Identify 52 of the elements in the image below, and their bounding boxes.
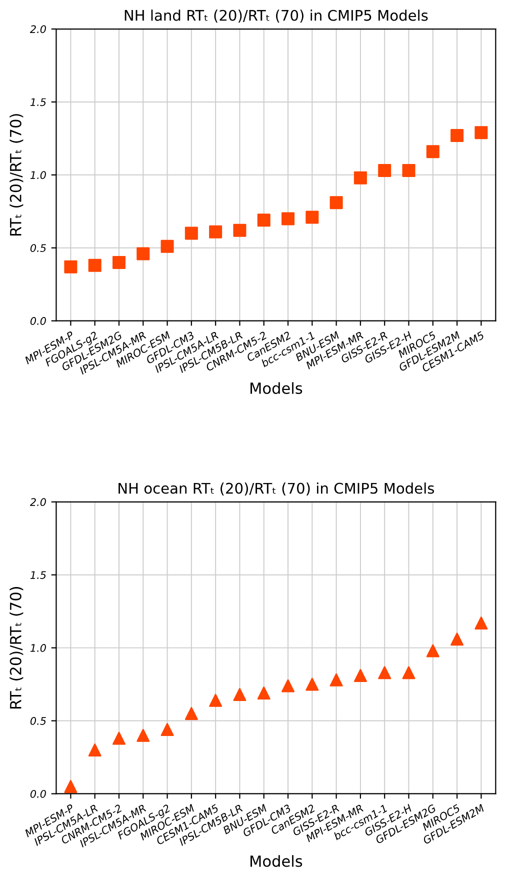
- y-tick-label: 2.0: [30, 25, 46, 34]
- point: [184, 226, 198, 240]
- point: [282, 679, 295, 692]
- point: [233, 688, 246, 702]
- point: [306, 678, 319, 691]
- point: [257, 214, 270, 227]
- point: [330, 673, 343, 686]
- point: [88, 743, 102, 756]
- point: [378, 164, 392, 178]
- point: [450, 129, 464, 142]
- point: [136, 247, 150, 260]
- chart-title: NH ocean RTₜ (20)/RTₜ (70) in CMIP5 Models: [118, 482, 434, 496]
- point: [330, 196, 343, 210]
- y-tick-label: 0.0: [30, 790, 46, 798]
- point: [402, 666, 416, 680]
- point: [209, 225, 222, 238]
- x-axis-title: Models: [250, 382, 302, 394]
- y-tick-label: 0.5: [30, 244, 46, 252]
- point: [450, 632, 464, 646]
- point: [426, 644, 440, 658]
- y-tick-label: 2.0: [30, 498, 46, 506]
- point: [306, 210, 319, 224]
- point: [354, 171, 367, 184]
- point: [209, 694, 222, 707]
- point: [184, 706, 198, 720]
- y-tick-label: 1.5: [30, 571, 46, 579]
- y-axis-title: RTₜ (20)/RTₜ (70): [10, 587, 24, 708]
- y-tick-label: 1.5: [30, 98, 46, 106]
- point: [233, 224, 246, 237]
- y-tick-label: 1.0: [30, 644, 46, 652]
- y-tick-label: 0.0: [30, 317, 46, 325]
- chart-title: NH land RTₜ (20)/RTₜ (70) in CMIP5 Models: [124, 10, 428, 23]
- point: [112, 256, 126, 269]
- point: [88, 258, 102, 272]
- y-tick-label: 1.0: [30, 171, 46, 180]
- point: [282, 212, 295, 226]
- point: [378, 666, 392, 680]
- point: [64, 780, 78, 793]
- point: [474, 616, 488, 630]
- point: [160, 240, 174, 253]
- point: [257, 686, 270, 700]
- point: [112, 732, 126, 745]
- y-tick-label: 0.5: [30, 717, 46, 725]
- point: [136, 728, 150, 742]
- point: [426, 145, 440, 158]
- x-axis-title: Models: [250, 855, 302, 867]
- point: [160, 723, 174, 736]
- point: [64, 260, 78, 274]
- y-axis-title: RTₜ (20)/RTₜ (70): [10, 114, 24, 236]
- point: [402, 164, 416, 178]
- point: [474, 126, 488, 140]
- point: [354, 669, 367, 682]
